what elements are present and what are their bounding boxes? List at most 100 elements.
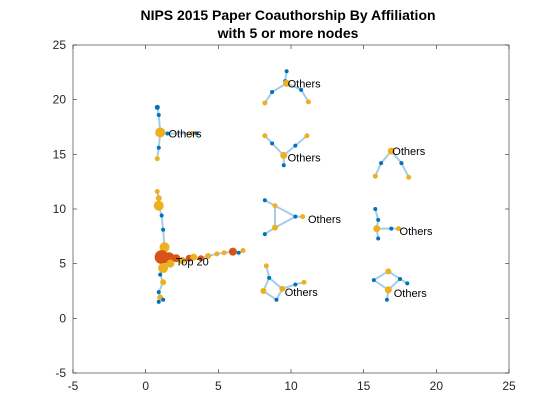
node-45 — [293, 143, 298, 148]
node-61 — [373, 225, 381, 233]
node-51 — [399, 161, 404, 166]
y-tick-label-1: 0 — [59, 311, 66, 325]
node-42 — [262, 133, 268, 139]
node-77 — [405, 281, 410, 286]
node-75 — [384, 286, 392, 294]
node-39 — [262, 100, 268, 106]
node-73 — [371, 278, 376, 283]
node-74 — [398, 276, 402, 281]
labels-layer: Top 20 Others Others Others Others Others Othe… — [168, 78, 433, 300]
edge-51 — [274, 215, 297, 229]
node-38 — [270, 90, 275, 95]
node-31 — [156, 290, 161, 295]
node-16 — [158, 263, 169, 274]
x-tick-label-4: 15 — [357, 379, 371, 393]
node-69 — [279, 285, 286, 292]
node-48 — [387, 147, 395, 155]
node-58 — [262, 232, 267, 237]
node-19 — [178, 256, 186, 264]
node-28 — [240, 248, 246, 254]
node-4 — [154, 156, 160, 162]
node-35 — [284, 69, 289, 74]
x-tick-label-6: 25 — [502, 379, 516, 393]
node-47 — [281, 163, 286, 168]
node-62 — [376, 236, 381, 241]
node-label-7: Others — [285, 287, 319, 299]
x-tick-label-5: 20 — [430, 379, 444, 393]
node-label-1: Others — [168, 129, 202, 141]
x-tick-label-2: 5 — [215, 379, 222, 393]
chart-subtitle: with 5 or more nodes — [217, 25, 359, 41]
node-7 — [194, 131, 199, 136]
node-25 — [221, 250, 227, 256]
node-label-5: Others — [308, 214, 342, 226]
plot-area — [72, 44, 510, 374]
node-12 — [161, 227, 166, 232]
node-41 — [305, 99, 311, 105]
node-label-8: Others — [394, 288, 428, 300]
edge-42 — [294, 134, 308, 147]
node-13 — [159, 242, 170, 253]
chart-title: NIPS 2015 Paper Coauthorship By Affiliat… — [140, 7, 435, 23]
y-tick-label-3: 10 — [53, 202, 67, 216]
node-9 — [155, 195, 162, 202]
node-68 — [274, 297, 279, 302]
node-label-6: Others — [400, 226, 434, 238]
node-30 — [160, 279, 167, 286]
node-3 — [156, 145, 161, 150]
node-label-4: Others — [392, 146, 426, 158]
node-10 — [153, 200, 164, 211]
node-63 — [389, 226, 394, 231]
node-33 — [161, 297, 166, 302]
node-6 — [189, 131, 195, 137]
node-8 — [154, 189, 160, 195]
node-43 — [270, 141, 275, 146]
edge-10 — [160, 214, 165, 231]
x-tick-label-3: 10 — [284, 379, 298, 393]
node-label-3: Others — [288, 153, 322, 165]
node-46 — [304, 133, 310, 139]
node-label-2: Others — [288, 78, 322, 90]
node-44 — [280, 151, 288, 159]
node-22 — [197, 255, 204, 262]
node-55 — [293, 214, 298, 219]
node-5 — [165, 131, 170, 136]
node-56 — [300, 214, 306, 220]
node-57 — [272, 224, 279, 231]
x-tick-label-0: -5 — [68, 379, 79, 393]
node-54 — [272, 203, 278, 209]
node-40 — [299, 87, 304, 92]
node-21 — [190, 253, 198, 261]
node-67 — [260, 288, 267, 294]
node-24 — [214, 251, 220, 257]
nodes-layer — [153, 69, 412, 304]
node-66 — [267, 275, 272, 280]
node-49 — [379, 161, 384, 166]
node-65 — [263, 263, 269, 269]
node-60 — [376, 217, 381, 222]
x-tick-label-1: 0 — [142, 379, 149, 393]
node-26 — [228, 247, 237, 256]
node-17 — [166, 259, 175, 268]
node-76 — [384, 297, 389, 302]
node-27 — [236, 250, 241, 255]
edge-49 — [274, 204, 297, 218]
node-29 — [158, 272, 163, 277]
y-tick-label-5: 20 — [53, 93, 67, 107]
node-50 — [372, 173, 378, 179]
y-tick-label-2: 5 — [59, 257, 66, 271]
node-label-0: Top 20 — [176, 256, 209, 268]
node-1 — [156, 112, 161, 117]
y-tick-label-4: 15 — [53, 147, 67, 161]
axis-ticks: -5 0 5 10 15 20 25 -5 0 5 10 15 20 25 — [53, 38, 516, 393]
y-tick-label-0: -5 — [55, 366, 66, 380]
node-72 — [385, 268, 392, 275]
node-2 — [155, 127, 166, 138]
node-11 — [159, 213, 164, 218]
edge-47 — [400, 162, 410, 179]
node-0 — [154, 104, 160, 110]
node-59 — [373, 207, 378, 211]
node-64 — [396, 226, 402, 232]
node-70 — [293, 282, 298, 287]
node-53 — [262, 198, 267, 203]
